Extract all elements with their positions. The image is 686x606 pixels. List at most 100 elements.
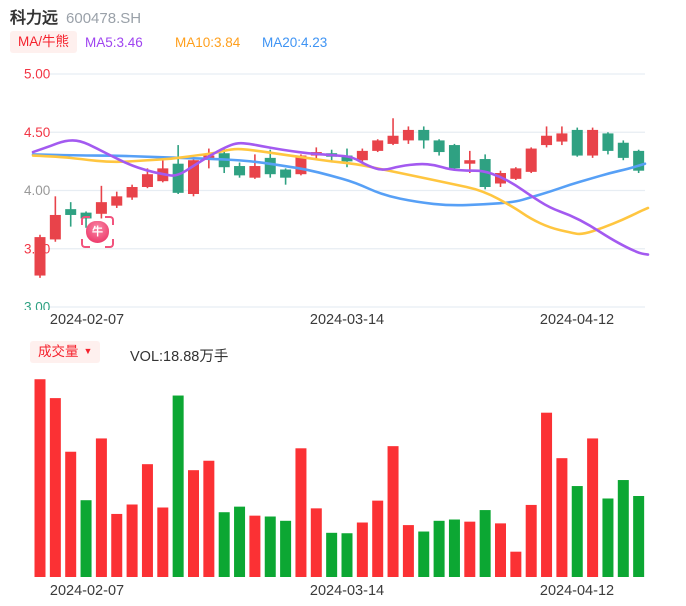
candle: [525, 147, 537, 174]
volume-chip-label: 成交量: [38, 344, 79, 359]
volume-bar: [34, 379, 46, 577]
candle: [49, 196, 61, 242]
volume-bar: [326, 532, 338, 577]
volume-bar: [402, 525, 414, 577]
ma-mode-chip-label: MA/牛熊: [18, 34, 70, 49]
chevron-down-icon: ▼: [83, 346, 93, 357]
ma-mode-chip[interactable]: MA/牛熊: [10, 31, 78, 53]
candle: [402, 126, 414, 144]
volume-bar: [633, 496, 645, 577]
stock-code: 600478.SH: [66, 10, 142, 27]
price-x-axis: 2024-02-07 2024-03-14 2024-04-12: [0, 312, 686, 330]
x-axis-label: 2024-03-14: [309, 312, 385, 328]
stock-name: 科力远: [10, 10, 59, 27]
volume-bar: [587, 438, 599, 577]
bull-char: 牛: [92, 225, 103, 238]
candle: [356, 148, 368, 164]
candle: [34, 234, 46, 278]
candle: [433, 139, 445, 156]
ma-line-ma5: [31, 139, 650, 256]
candle: [541, 126, 553, 148]
volume-bar: [111, 513, 123, 577]
x-axis-label: 2024-03-14: [309, 583, 385, 599]
candle: [571, 127, 583, 157]
volume-bar: [264, 516, 276, 577]
volume-bar: [602, 498, 614, 577]
candle: [249, 154, 261, 179]
candle: [633, 149, 645, 174]
candle: [280, 168, 292, 185]
badge-corner-icon: [81, 216, 90, 225]
ma-line-ma20: [31, 153, 647, 207]
volume-bar: [310, 508, 322, 577]
volume-bar: [126, 504, 138, 577]
candle: [65, 202, 77, 227]
volume-bar: [80, 500, 92, 577]
y-axis-label: 4.50: [24, 125, 50, 140]
candle: [126, 184, 138, 200]
y-axis-label: 3.00: [24, 300, 50, 311]
price-chart-svg[interactable]: 5.004.504.003.503.00: [0, 60, 686, 310]
volume-bar: [341, 533, 353, 577]
volume-bar: [387, 446, 399, 577]
volume-mode-chip[interactable]: 成交量 ▼: [30, 341, 101, 363]
candle: [234, 162, 246, 178]
volume-bar: [249, 515, 261, 577]
volume-bar: [141, 464, 153, 577]
volume-bar: [295, 448, 307, 577]
bull-badge-marker[interactable]: 牛: [81, 216, 114, 248]
candle: [448, 143, 460, 171]
badge-corner-icon: [105, 239, 114, 248]
candle: [172, 145, 184, 194]
volume-x-axis: 2024-02-07 2024-03-14 2024-04-12: [0, 583, 686, 601]
volume-bar: [433, 520, 445, 577]
volume-bar: [65, 451, 77, 577]
volume-bar: [541, 412, 553, 577]
candle: [510, 167, 522, 181]
badge-corner-icon: [81, 239, 90, 248]
volume-bar: [234, 506, 246, 577]
volume-bar: [617, 480, 629, 577]
legend-ma20: MA20:4.23: [262, 35, 328, 50]
legend-ma10: MA10:3.84: [175, 35, 241, 50]
x-axis-label: 2024-04-12: [539, 583, 615, 599]
volume-bar: [479, 510, 491, 577]
candle: [95, 185, 107, 219]
volume-bar: [49, 398, 61, 577]
candle: [372, 139, 384, 153]
volume-bar: [172, 395, 184, 577]
candle: [617, 140, 629, 161]
candle: [587, 127, 599, 158]
volume-chart-svg[interactable]: [0, 368, 686, 580]
volume-bar: [464, 521, 476, 577]
x-axis-label: 2024-02-07: [49, 312, 125, 328]
volume-bar: [356, 522, 368, 577]
x-axis-label: 2024-04-12: [539, 312, 615, 328]
volume-bar: [525, 504, 537, 577]
header: 科力远 600478.SH: [10, 4, 141, 28]
candle: [556, 126, 568, 146]
y-axis-label: 4.00: [24, 183, 50, 198]
bull-face-icon: 牛: [86, 221, 109, 243]
volume-bar: [495, 523, 506, 577]
x-axis-label: 2024-02-07: [49, 583, 125, 599]
candle: [387, 118, 399, 146]
candle: [418, 126, 430, 149]
volume-bar: [372, 500, 384, 577]
candle: [602, 132, 614, 155]
volume-bar: [280, 520, 292, 577]
volume-bar: [448, 519, 460, 577]
volume-bar: [203, 460, 215, 577]
volume-value-label: VOL:18.88万手: [130, 349, 229, 365]
volume-bar: [556, 458, 568, 577]
volume-bar: [418, 531, 430, 577]
badge-corner-icon: [105, 216, 114, 225]
volume-bar: [157, 507, 169, 577]
volume-bar: [218, 512, 230, 577]
volume-bar: [571, 486, 583, 577]
candle: [111, 191, 123, 208]
ma-line-ma10: [31, 147, 650, 236]
legend-ma5: MA5:3.46: [85, 35, 143, 50]
volume-bar: [95, 438, 107, 577]
